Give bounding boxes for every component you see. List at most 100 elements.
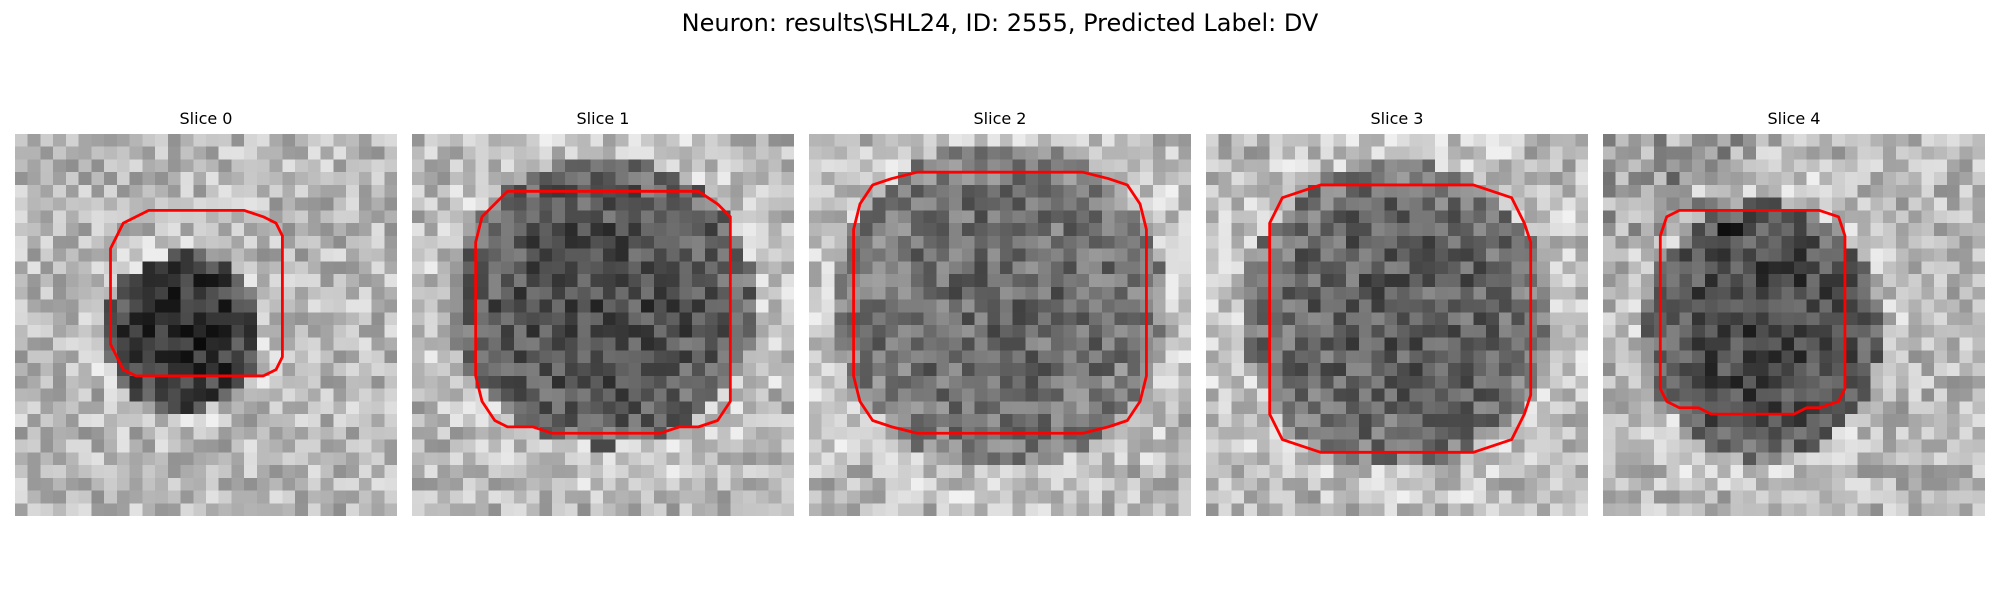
pixel (898, 235, 912, 249)
pixel (1397, 210, 1410, 224)
pixel (155, 426, 169, 440)
pixel (462, 134, 476, 147)
pixel (821, 325, 835, 338)
pixel (218, 184, 232, 198)
pixel (847, 477, 861, 491)
pixel (1346, 363, 1360, 377)
pixel (974, 172, 988, 186)
pixel (1063, 261, 1077, 275)
pixel (1320, 363, 1334, 377)
pixel (1730, 452, 1744, 466)
pixel (167, 363, 181, 377)
pixel (1857, 426, 1871, 440)
pixel (641, 159, 655, 173)
pixel (1178, 286, 1191, 300)
pixel (15, 439, 28, 453)
pixel (346, 261, 360, 275)
pixel (1152, 363, 1166, 377)
pixel (65, 286, 79, 300)
pixel (1152, 465, 1166, 479)
pixel (1562, 337, 1576, 351)
pixel (1562, 465, 1576, 479)
pixel (1768, 426, 1782, 440)
pixel (1101, 312, 1115, 326)
pixel (1050, 274, 1064, 288)
pixel (1000, 375, 1013, 389)
pixel (1218, 477, 1232, 491)
pixel (1768, 388, 1782, 402)
pixel (295, 248, 309, 262)
pixel (450, 337, 464, 351)
pixel (692, 325, 706, 338)
pixel (1743, 477, 1757, 491)
pixel (936, 325, 950, 338)
pixel (1101, 134, 1115, 147)
pixel (488, 299, 502, 313)
pixel (1256, 274, 1270, 288)
pixel (1549, 426, 1563, 440)
pixel (692, 134, 706, 147)
pixel (1641, 452, 1655, 466)
pixel (1575, 197, 1588, 211)
pixel (717, 274, 731, 288)
pixel (1895, 401, 1909, 415)
pixel (27, 337, 41, 351)
pixel (1781, 235, 1795, 249)
pixel (1384, 210, 1398, 224)
pixel (666, 235, 680, 249)
pixel (666, 210, 680, 224)
pixel (1819, 299, 1833, 313)
pixel (358, 210, 372, 224)
pixel (1333, 159, 1347, 173)
pixel (898, 210, 912, 224)
pixel (1063, 477, 1077, 491)
pixel (1615, 134, 1629, 147)
pixel (1384, 401, 1398, 415)
pixel (282, 235, 296, 249)
pixel (564, 223, 578, 237)
pixel (1050, 401, 1064, 415)
pixel (307, 439, 321, 453)
pixel (768, 388, 782, 402)
pixel (1486, 388, 1500, 402)
pixel (256, 401, 270, 415)
pixel (653, 223, 667, 237)
pixel (1460, 350, 1474, 364)
pixel (475, 350, 489, 364)
pixel (692, 235, 706, 249)
pixel (1447, 363, 1461, 377)
pixel (462, 312, 476, 326)
pixel (1819, 426, 1833, 440)
pixel (384, 134, 397, 147)
pixel (717, 490, 731, 504)
pixel (346, 235, 360, 249)
pixel (847, 439, 861, 453)
pixel (91, 159, 105, 173)
pixel (859, 235, 873, 249)
pixel (1114, 439, 1128, 453)
pixel (218, 363, 232, 377)
pixel (910, 197, 924, 211)
pixel (295, 426, 309, 440)
pixel (78, 350, 92, 364)
pixel (1346, 210, 1360, 224)
pixel (834, 261, 848, 275)
pixel (1768, 274, 1782, 288)
pixel (834, 159, 848, 173)
pixel (1730, 210, 1744, 224)
pixel (859, 172, 873, 186)
pixel (193, 134, 207, 147)
pixel (1165, 337, 1179, 351)
pixel (1089, 210, 1103, 224)
pixel (781, 261, 794, 275)
pixel (1768, 452, 1782, 466)
pixel (1641, 465, 1655, 479)
pixel (129, 235, 143, 249)
pixel (1972, 286, 1985, 300)
pixel (1282, 325, 1296, 338)
pixel (809, 235, 822, 249)
pixel (1537, 248, 1551, 262)
pixel (641, 261, 655, 275)
pixel (501, 325, 515, 338)
pixel (437, 337, 451, 351)
